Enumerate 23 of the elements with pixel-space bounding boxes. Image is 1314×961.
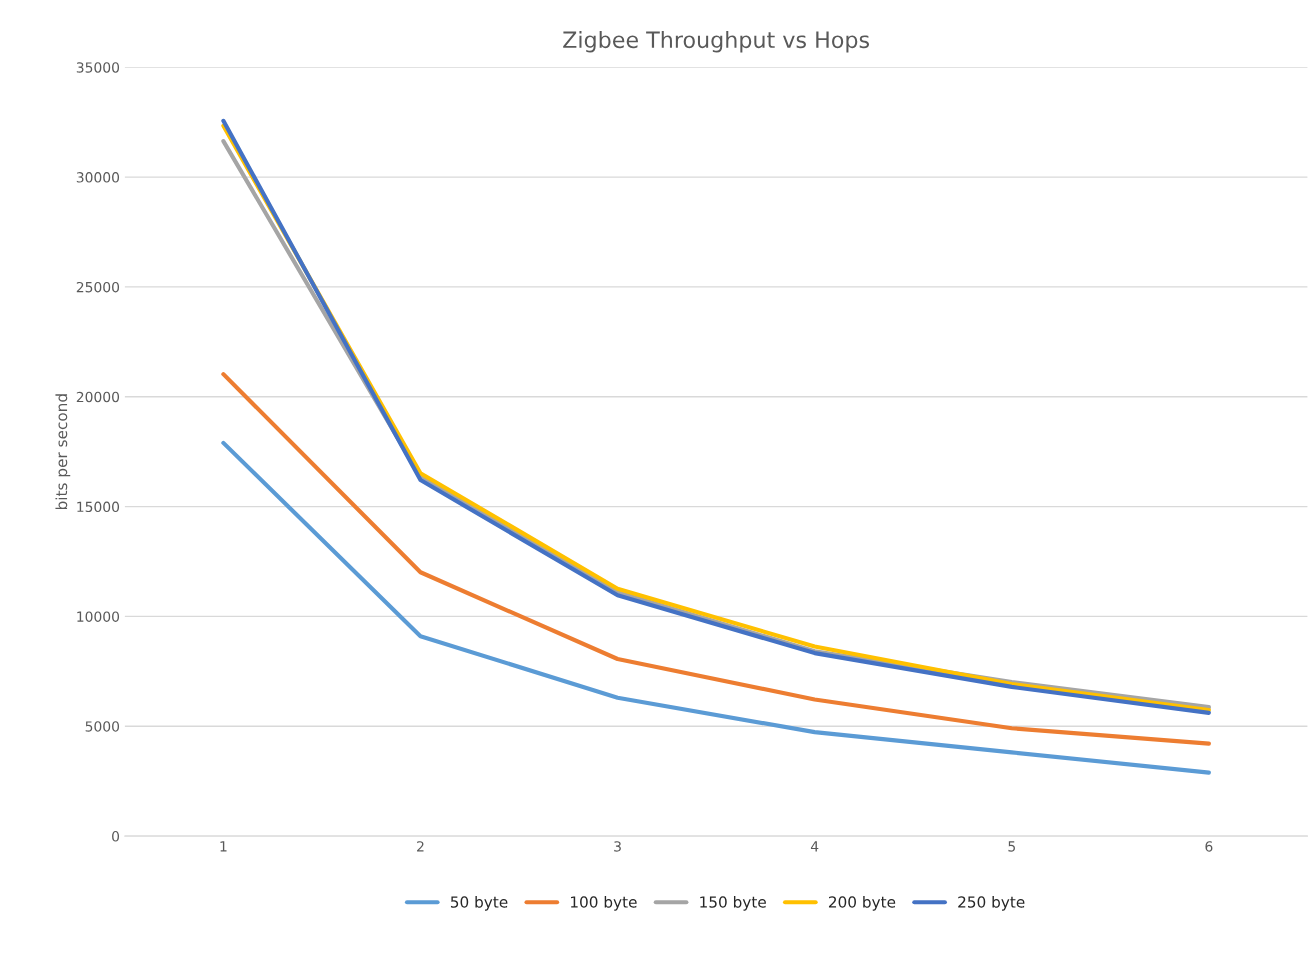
x-tick-label: 4 bbox=[810, 841, 819, 852]
y-tick-label: 20000 bbox=[76, 391, 120, 403]
y-axis-title: bits per second bbox=[55, 394, 71, 510]
y-tick-label: 0 bbox=[112, 831, 120, 842]
legend-label: 150 byte bbox=[700, 895, 766, 911]
y-tick-label: 35000 bbox=[76, 62, 120, 73]
chart-title: Zigbee Throughput vs Hops bbox=[563, 30, 870, 53]
y-tick-label: 5000 bbox=[85, 721, 120, 732]
line-series bbox=[221, 372, 1211, 746]
y-tick-label: 25000 bbox=[76, 281, 120, 293]
legend-label: 50 byte bbox=[450, 895, 508, 911]
x-tick-label: 3 bbox=[614, 841, 621, 852]
x-tick-label: 6 bbox=[1205, 841, 1213, 852]
line-series bbox=[221, 440, 1211, 775]
legend-label: 200 byte bbox=[828, 895, 896, 911]
y-tick-label: 10000 bbox=[77, 611, 120, 622]
x-tick-label: 1 bbox=[220, 841, 227, 852]
legend-label: 100 byte bbox=[571, 895, 637, 911]
y-tick-label: 30000 bbox=[76, 172, 120, 183]
x-tick-label: 5 bbox=[1008, 841, 1015, 852]
legend-label: 250 byte bbox=[958, 895, 1025, 911]
y-tick-label: 15000 bbox=[77, 501, 120, 513]
x-tick-label: 2 bbox=[417, 841, 424, 852]
